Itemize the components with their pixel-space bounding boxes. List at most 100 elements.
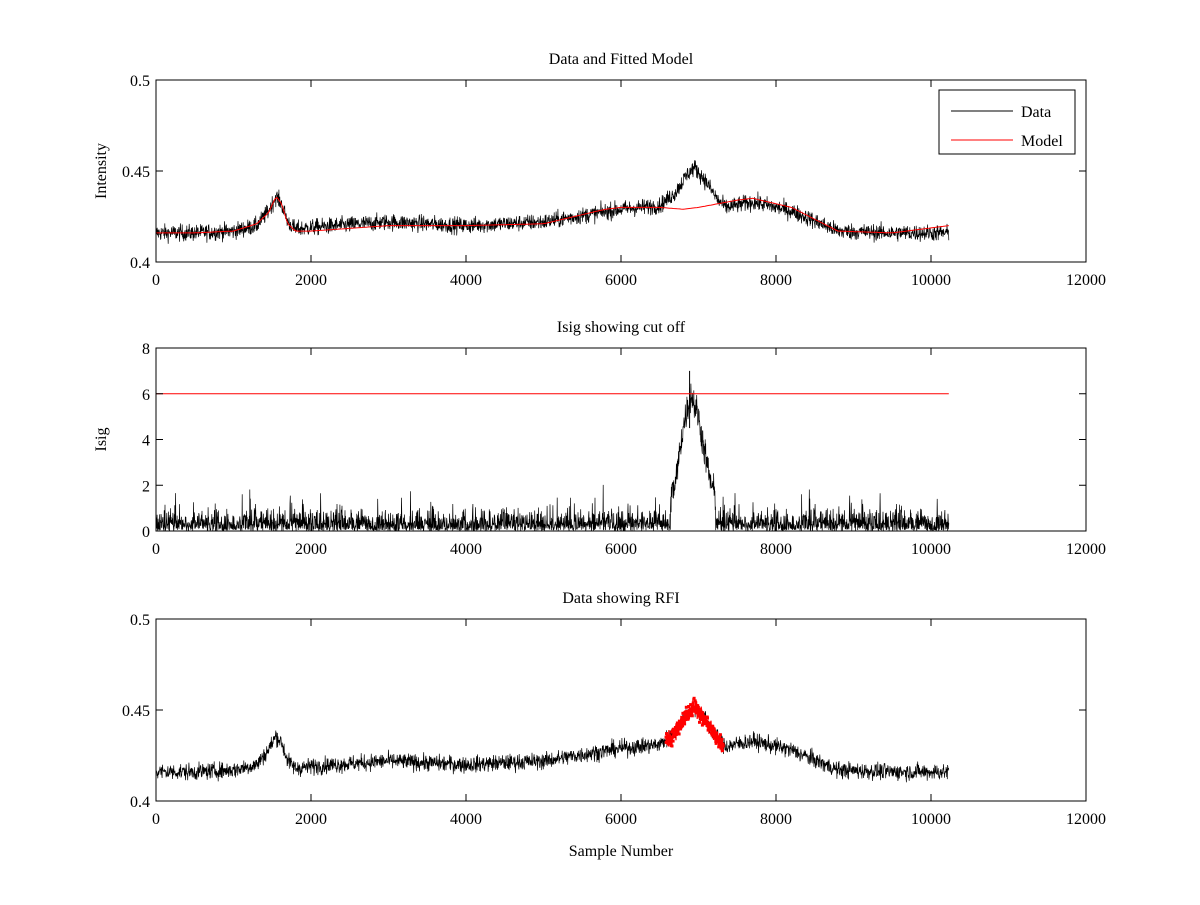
x-tick-label: 0	[152, 811, 160, 828]
rfi-marker	[712, 727, 716, 731]
rfi-marker	[701, 711, 705, 715]
rfi-marker	[693, 699, 697, 703]
series-1-line	[156, 383, 950, 531]
y-tick-label: 0	[142, 524, 150, 541]
x-tick-label: 0	[152, 541, 160, 558]
y-tick-label: 0.45	[122, 164, 150, 181]
x-axis-label: Sample Number	[569, 843, 674, 860]
series-1-line	[156, 703, 950, 783]
rfi-marker	[679, 718, 683, 722]
rfi-marker	[676, 730, 680, 734]
rfi-marker	[720, 737, 724, 741]
x-tick-label: 4000	[450, 541, 482, 558]
rfi-marker	[714, 741, 718, 745]
x-tick-label: 8000	[760, 811, 792, 828]
rfi-marker	[705, 719, 709, 723]
rfi-marker	[684, 718, 688, 722]
rfi-marker	[701, 722, 705, 726]
y-axis-label: Intensity	[93, 143, 110, 199]
rfi-marker	[708, 728, 712, 732]
x-tick-label: 6000	[605, 541, 637, 558]
rfi-marker	[698, 720, 701, 724]
rfi-marker	[677, 719, 681, 723]
legend-entry-label: Data	[1021, 104, 1051, 121]
rfi-marker	[686, 713, 690, 717]
y-tick-label: 0.4	[130, 794, 150, 811]
rfi-marker	[668, 734, 672, 738]
y-tick-label: 2	[142, 478, 150, 495]
rfi-marker	[677, 724, 681, 728]
rfi-marker	[690, 714, 694, 718]
rfi-marker	[720, 749, 724, 753]
rfi-marker	[717, 735, 721, 739]
rfi-marker	[721, 744, 725, 748]
rfi-marker	[710, 731, 713, 735]
x-tick-label: 4000	[450, 272, 482, 289]
rfi-marker	[673, 726, 677, 729]
rfi-marker	[692, 696, 696, 700]
x-tick-label: 12000	[1066, 272, 1106, 289]
rfi-marker	[708, 721, 712, 725]
chart-panel-3: 0 2000 4000 6000 8000 10000 12000 0.4 0.45 0.5 Dat…	[122, 590, 1106, 860]
rfi-marker	[712, 735, 716, 739]
rfi-marker	[686, 716, 689, 720]
rfi-marker	[699, 718, 703, 722]
rfi-marker	[700, 713, 704, 717]
chart-panel-2: 0 2000 4000 6000 8000 10000 12000 0 2 4 6 8 Isig sho…	[93, 319, 1106, 558]
rfi-marker	[683, 722, 687, 726]
rfi-marker	[671, 739, 675, 743]
rfi-marker	[706, 716, 709, 720]
rfi-marker	[691, 701, 695, 705]
y-tick-label: 0.5	[130, 73, 150, 90]
y-tick-label: 0.4	[130, 255, 150, 272]
y-axis-label: Isig	[93, 428, 110, 452]
y-tick-label: 6	[142, 387, 150, 404]
model-line	[156, 196, 949, 234]
legend-entry-label: Model	[1021, 133, 1063, 150]
rfi-marker	[684, 705, 688, 709]
rfi-marker	[696, 706, 700, 709]
rfi-marker	[670, 744, 674, 748]
chart-title: Data and Fitted Model	[549, 51, 694, 68]
x-tick-label: 8000	[760, 272, 792, 289]
y-tick-label: 8	[142, 341, 150, 358]
rfi-marker	[698, 713, 702, 717]
x-tick-label: 2000	[295, 541, 327, 558]
rfi-marker	[669, 737, 672, 740]
y-tick-label: 0.45	[122, 703, 150, 720]
rfi-marker	[681, 724, 685, 728]
rfi-marker	[680, 715, 684, 719]
x-tick-label: 4000	[450, 811, 482, 828]
x-tick-label: 12000	[1066, 811, 1106, 828]
x-tick-label: 10000	[911, 272, 951, 289]
x-tick-label: 10000	[911, 541, 951, 558]
rfi-marker	[712, 736, 716, 740]
rfi-marker	[669, 742, 673, 746]
rfi-marker	[687, 705, 691, 708]
rfi-marker	[715, 731, 719, 735]
rfi-marker	[689, 703, 693, 707]
y-tick-label: 0.5	[130, 612, 150, 629]
rfi-marker	[721, 742, 725, 746]
legend: Data Model	[938, 89, 1076, 155]
rfi-marker	[697, 707, 701, 711]
rfi-marker	[718, 740, 722, 744]
axes-box	[155, 347, 1087, 532]
legend-box	[938, 89, 1076, 155]
rfi-marker	[677, 727, 681, 731]
series-group	[156, 696, 950, 783]
x-tick-label: 10000	[911, 811, 951, 828]
series-group	[156, 370, 950, 531]
chart-panel-1: 0 2000 4000 6000 8000 10000 12000 0.4 0.45 0.5 Dat…	[93, 51, 1106, 289]
series-group	[156, 160, 950, 244]
x-tick-label: 8000	[760, 541, 792, 558]
rfi-marker	[713, 730, 717, 734]
y-tick-label: 4	[142, 433, 150, 450]
rfi-marker	[720, 744, 724, 748]
rfi-marker	[679, 727, 683, 731]
rfi-marker	[718, 733, 722, 737]
rfi-marker	[699, 710, 703, 714]
rfi-marker	[719, 740, 723, 744]
